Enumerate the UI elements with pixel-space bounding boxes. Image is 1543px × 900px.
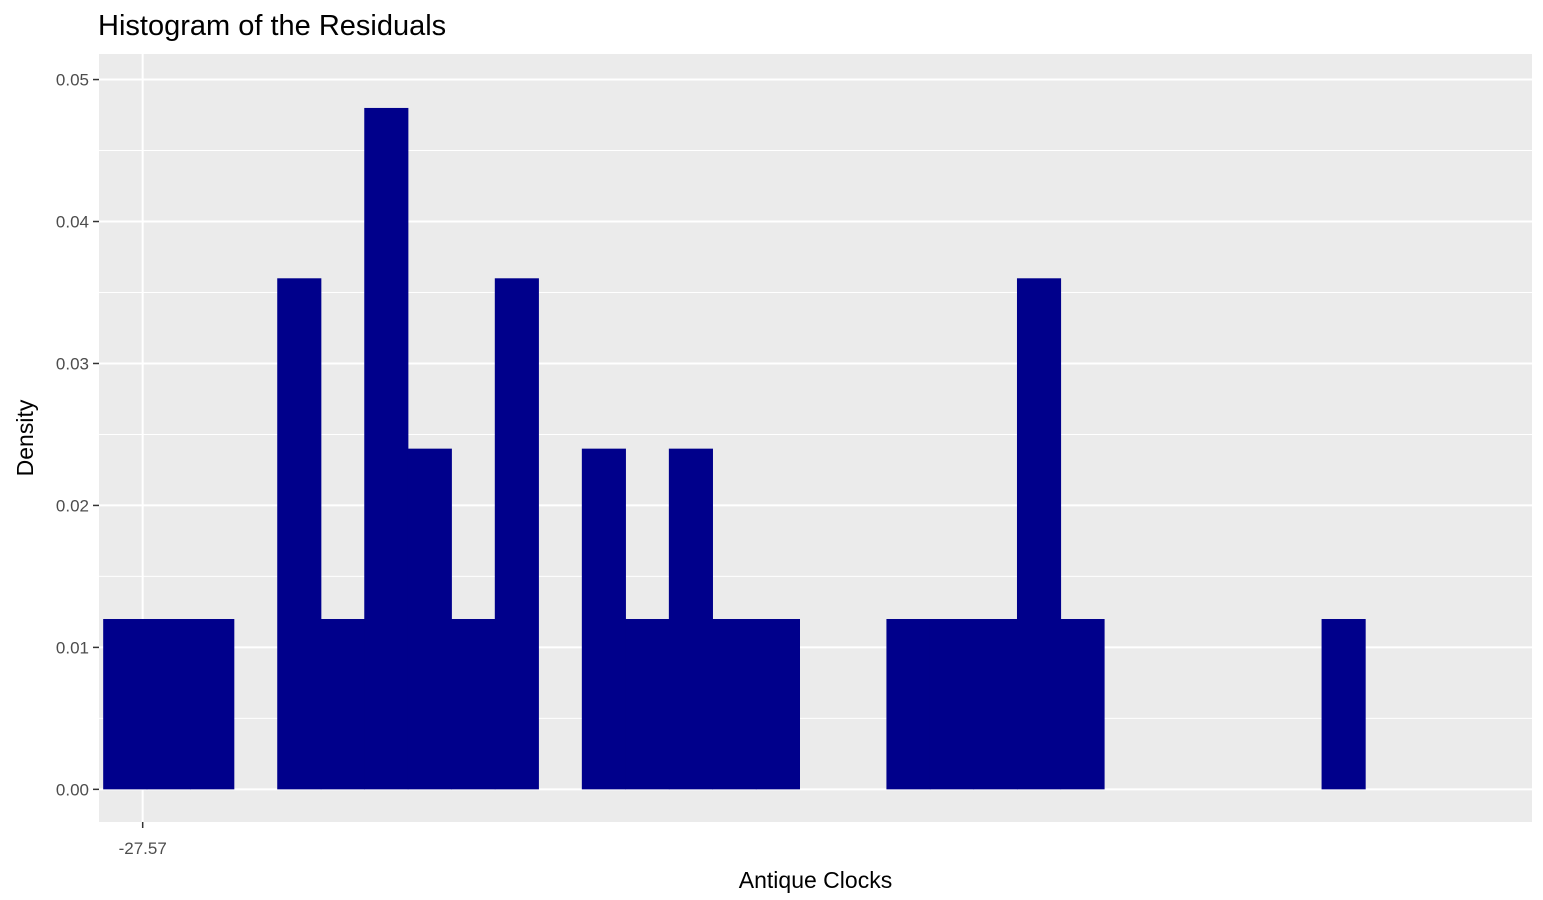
y-axis-label: Density [12, 399, 38, 476]
histogram-bar [190, 618, 235, 790]
chart-title: Histogram of the Residuals [98, 10, 447, 42]
histogram-bar [668, 448, 713, 790]
y-tick-label: 0.04 [56, 213, 89, 232]
histogram-bar [407, 448, 452, 790]
histogram-bar [103, 618, 148, 790]
histogram-bar [364, 107, 409, 790]
histogram-bar [451, 618, 496, 790]
y-tick-label: 0.02 [56, 496, 89, 515]
histogram-bar [146, 618, 191, 790]
histogram-bar [1060, 618, 1105, 790]
histogram-bar [277, 278, 322, 790]
histogram-bar [973, 618, 1018, 790]
histogram-bar [886, 618, 931, 790]
y-tick-label: 0.00 [56, 780, 89, 799]
y-tick-label: 0.05 [56, 71, 89, 90]
histogram-bar [1016, 278, 1062, 790]
y-tick-label: 0.01 [56, 638, 89, 657]
histogram-bar [625, 618, 670, 790]
histogram-bar [712, 618, 757, 790]
x-axis: -27.57 [119, 822, 167, 858]
histogram-bar [320, 618, 365, 790]
x-tick-label: -27.57 [119, 839, 167, 858]
histogram-bar [581, 448, 626, 790]
histogram-bar [929, 618, 975, 790]
histogram-bar [755, 618, 800, 790]
x-axis-label: Antique Clocks [739, 867, 892, 893]
histogram-bar [1321, 618, 1366, 790]
y-tick-label: 0.03 [56, 354, 89, 373]
histogram-bar [494, 278, 539, 790]
y-axis: 0.00 0.01 0.02 0.03 0.04 0.05 [56, 71, 99, 799]
histogram-bars [103, 107, 1366, 790]
